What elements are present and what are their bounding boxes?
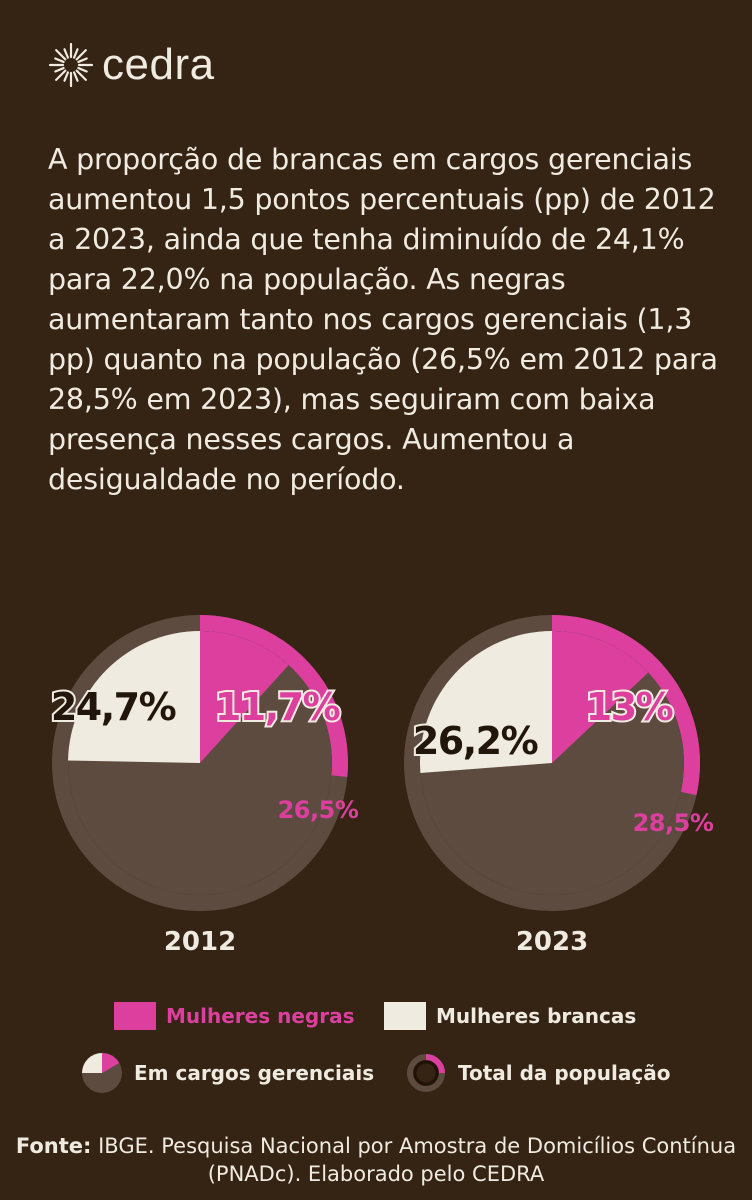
- population-ring-negras: [551, 615, 700, 796]
- label-negras-populacao: 26,5%: [278, 796, 359, 824]
- label-brancas-cargos: 24,7%: [51, 685, 176, 729]
- label-brancas-cargos: 26,2%: [413, 719, 538, 763]
- chart-2012: 24,7% 11,7% 26,5% 2012: [49, 615, 359, 957]
- legend-item-populacao: Total da população: [404, 1051, 670, 1095]
- legend-label-cargos: Em cargos gerenciais: [134, 1061, 375, 1085]
- intro-text: A proporção de brancas em cargos gerenci…: [48, 143, 718, 496]
- sun-burst-icon: [48, 42, 94, 88]
- pie-slice-negras: [552, 631, 649, 763]
- chart-2023: 26,2% 13% 28,5% 2023: [404, 615, 714, 957]
- mini-pie-icon: [82, 1053, 122, 1093]
- legend-label-populacao: Total da população: [458, 1061, 671, 1085]
- label-negras-cargos: 13%: [586, 685, 673, 729]
- pie-slice-brancas: [68, 631, 200, 763]
- pie-slice-negras: [200, 631, 289, 763]
- source-text: IBGE. Pesquisa Nacional por Amostra de D…: [91, 1134, 737, 1186]
- legend-swatch-brancas: [384, 1002, 426, 1030]
- label-negras-cargos: 11,7%: [215, 685, 340, 729]
- year-label: 2012: [164, 927, 236, 957]
- brand-name: cedra: [102, 40, 215, 89]
- year-label: 2023: [516, 927, 588, 957]
- legend-label-negras: Mulheres negras: [166, 1004, 355, 1028]
- population-ring-negras: [199, 615, 348, 777]
- label-negras-populacao: 28,5%: [633, 809, 714, 837]
- source-note: Fonte: IBGE. Pesquisa Nacional por Amost…: [0, 1132, 752, 1188]
- legend-swatch-negras: [114, 1002, 156, 1030]
- source-label: Fonte:: [15, 1134, 92, 1158]
- legend-item-cargos: Em cargos gerenciais: [80, 1051, 374, 1095]
- pie-slice-brancas: [419, 631, 552, 773]
- mini-ring-icon: [407, 1054, 445, 1092]
- brand-logo: cedra: [48, 42, 215, 88]
- charts-area: 24,7% 11,7% 26,5% 2012 26,2% 13% 28,5% 2023: [49, 615, 714, 957]
- legend-item-negras: Mulheres negras: [114, 1002, 354, 1030]
- legend-item-brancas: Mulheres brancas: [384, 1002, 636, 1030]
- legend-label-brancas: Mulheres brancas: [436, 1004, 637, 1028]
